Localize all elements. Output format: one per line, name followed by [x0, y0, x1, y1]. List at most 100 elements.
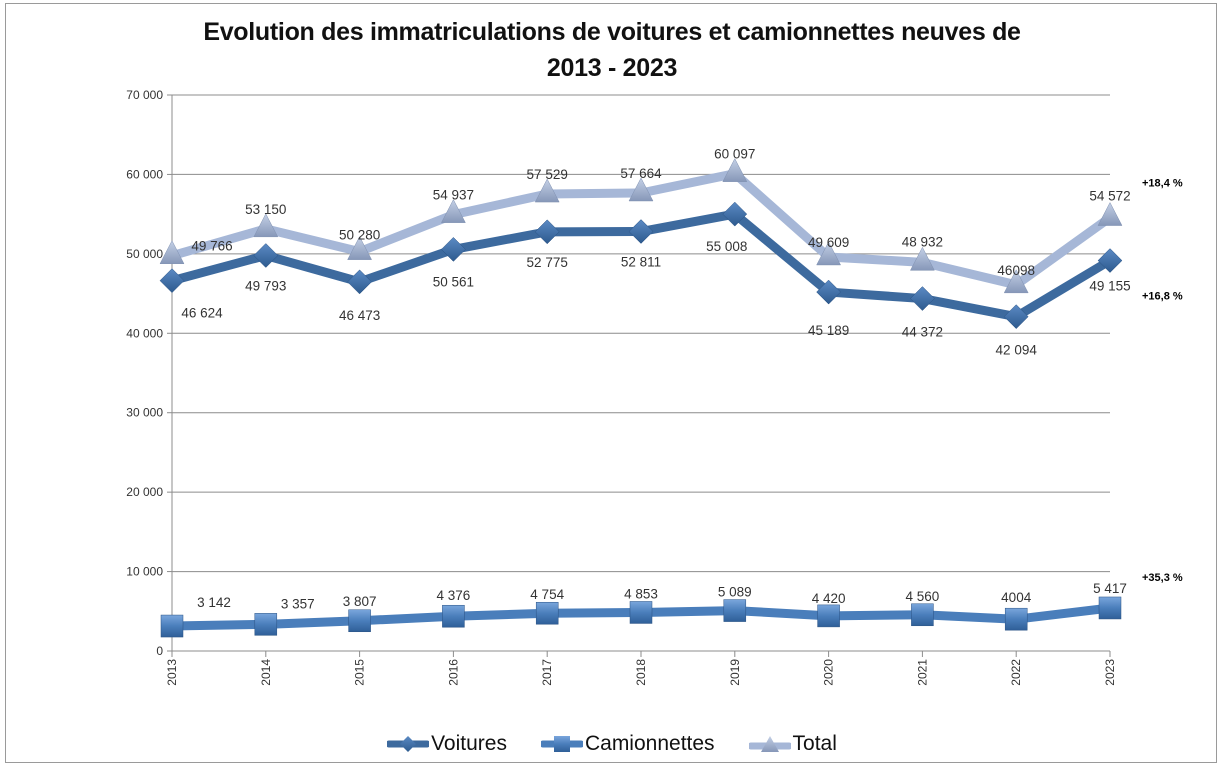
data-label-total: 48 932: [902, 234, 943, 249]
legend-label: Voitures: [431, 732, 507, 755]
data-point-total: [722, 158, 748, 182]
data-label-camionnettes: 5 417: [1093, 581, 1127, 596]
data-point-voitures: [253, 243, 279, 268]
data-label-voitures: 49 793: [245, 279, 286, 294]
x-tick-label: 2015: [353, 659, 367, 686]
legend-item-total[interactable]: Total: [748, 732, 837, 756]
data-label-voitures: 52 775: [527, 255, 568, 270]
data-label-camionnettes: 4 376: [437, 588, 471, 603]
data-label-total: 54 937: [433, 188, 474, 203]
x-tick-label: 2022: [1009, 659, 1023, 686]
data-label-voitures: 46 624: [181, 306, 223, 321]
data-point-total: [253, 213, 279, 238]
data-label-camionnettes: 4 560: [906, 589, 940, 604]
data-point-camionnettes: [817, 604, 840, 628]
y-tick-label: 0: [156, 644, 163, 658]
x-tick-label: 2016: [446, 659, 460, 686]
diamond-marker-icon: [400, 736, 417, 752]
legend-swatch-voitures: [387, 736, 430, 752]
growth-annotation-camionnettes: +35,3 %: [1142, 572, 1183, 584]
data-label-voitures: 45 189: [808, 323, 849, 338]
data-point-camionnettes: [535, 601, 559, 625]
data-point-total: [1097, 202, 1123, 226]
data-point-voitures: [534, 219, 560, 245]
x-tick-label: 2014: [259, 659, 273, 686]
data-point-camionnettes: [723, 599, 747, 622]
chart-title-line2: 2013 - 2023: [546, 54, 678, 82]
data-point-camionnettes: [442, 604, 465, 628]
y-tick-label: 50 000: [126, 247, 163, 261]
data-label-voitures: 49 155: [1089, 279, 1130, 294]
y-tick-label: 40 000: [126, 326, 163, 340]
data-label-camionnettes: 4 420: [812, 591, 846, 606]
legend-item-voitures[interactable]: Voitures: [387, 732, 507, 756]
data-label-voitures: 44 372: [902, 325, 943, 340]
x-tick-label: 2023: [1103, 659, 1117, 686]
data-label-voitures: 52 811: [621, 255, 661, 270]
data-point-voitures: [910, 286, 935, 311]
data-point-camionnettes: [160, 614, 184, 638]
grid-layer: [172, 94, 1110, 573]
growth-annotation-total: +18,4 %: [1142, 178, 1183, 190]
data-point-camionnettes: [1098, 596, 1122, 620]
chart-title-line1: Evolution des immatriculations de voitur…: [203, 18, 1021, 46]
growth-annotation-voitures: +16,8 %: [1142, 291, 1183, 303]
square-marker-icon: [553, 736, 570, 752]
data-point-total: [440, 199, 466, 223]
data-point-camionnettes: [911, 603, 934, 627]
triangle-marker-icon: [760, 736, 779, 752]
legend-item-camionnettes[interactable]: Camionnettes: [540, 732, 715, 756]
data-label-total: 53 150: [245, 202, 286, 217]
data-label-total: 57 664: [620, 166, 662, 181]
y-tick-label: 60 000: [126, 167, 163, 181]
x-tick-label: 2021: [915, 659, 929, 686]
data-point-camionnettes: [1004, 607, 1028, 631]
series-layer: [159, 158, 1123, 638]
data-point-total: [909, 246, 935, 271]
data-point-voitures: [816, 279, 841, 305]
data-label-total: 49 766: [191, 239, 232, 254]
y-tick-label: 20 000: [126, 485, 163, 499]
x-tick-label: 2019: [728, 659, 742, 686]
data-label-camionnettes: 4 754: [530, 587, 564, 602]
chart-frame: [5, 3, 1217, 763]
y-tick-label: 30 000: [126, 406, 163, 420]
legend-swatch-camionnettes: [540, 736, 583, 752]
legend-swatch-total: [748, 736, 791, 752]
data-point-camionnettes: [254, 613, 278, 636]
data-label-total: 60 097: [714, 147, 755, 162]
data-label-total: 54 572: [1089, 189, 1130, 204]
data-point-voitures: [347, 269, 372, 295]
x-tick-label: 2018: [634, 659, 648, 686]
data-label-total: 50 280: [339, 228, 380, 243]
data-label-voitures: 42 094: [996, 343, 1038, 358]
legend: Voitures Camionnettes Total: [0, 732, 1224, 756]
data-point-voitures: [1097, 248, 1123, 273]
data-point-total: [159, 240, 185, 264]
data-point-camionnettes: [348, 609, 371, 633]
data-point-total: [347, 236, 373, 260]
x-tick-label: 2017: [540, 659, 554, 686]
data-point-voitures: [628, 219, 654, 244]
data-point-total: [1003, 269, 1029, 294]
data-label-camionnettes: 4 853: [624, 586, 658, 601]
data-label-camionnettes: 3 807: [343, 594, 377, 609]
data-point-voitures: [441, 237, 466, 262]
label-layer: 46 624 49 793 46 473 50 561 52 775 52 811 55 0…: [181, 147, 1183, 612]
data-label-total: 46098: [997, 263, 1035, 278]
data-label-camionnettes: 3 357: [281, 596, 315, 611]
data-label-voitures: 55 008: [706, 239, 747, 254]
legend-label: Total: [792, 732, 837, 755]
data-point-camionnettes: [629, 601, 653, 624]
y-tick-label: 10 000: [126, 565, 163, 579]
data-point-voitures: [159, 268, 185, 294]
data-label-camionnettes: 4004: [1001, 590, 1032, 605]
x-tick-label: 2013: [165, 659, 179, 686]
data-label-camionnettes: 5 089: [718, 585, 752, 600]
data-point-total: [816, 241, 842, 266]
data-point-voitures: [722, 201, 748, 227]
data-label-total: 49 609: [808, 235, 849, 250]
data-label-camionnettes: 3 142: [197, 595, 231, 610]
data-label-voitures: 50 561: [433, 274, 474, 289]
